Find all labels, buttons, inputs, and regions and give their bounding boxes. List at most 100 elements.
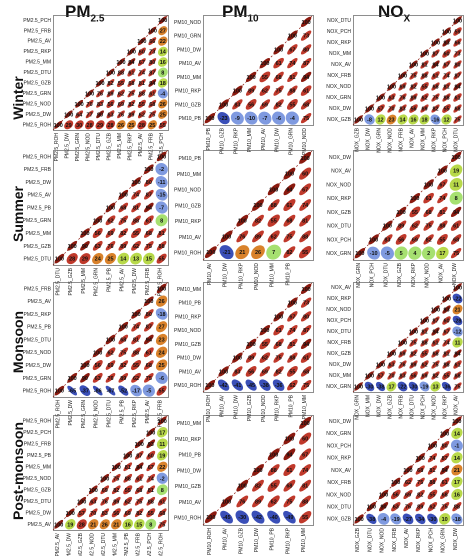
correlation-value: 100 xyxy=(355,251,364,257)
correlation-value: 100 xyxy=(222,234,231,240)
correlation-ellipse xyxy=(144,189,154,200)
correlation-ellipse xyxy=(245,338,257,350)
correlation-ellipse xyxy=(368,234,379,245)
correlation-value: 82 xyxy=(120,231,126,237)
correlation-value: 100 xyxy=(420,319,429,325)
correlation-ellipse xyxy=(157,427,168,438)
correlation-ellipse xyxy=(453,104,462,113)
correlation-value: 100 xyxy=(274,314,283,320)
correlation-ellipse xyxy=(220,230,233,243)
correlation-ellipse xyxy=(105,202,116,213)
correlation-ellipse xyxy=(123,485,133,495)
correlation-value: 66 xyxy=(454,41,460,47)
correlation-value: 60 xyxy=(139,50,145,56)
correlation-value: 57 xyxy=(79,511,85,517)
correlation-value: 75 xyxy=(120,218,126,224)
correlation-ellipse xyxy=(300,99,312,110)
correlation-value: 100 xyxy=(112,465,121,471)
correlation-value: 68 xyxy=(286,219,292,225)
correlation-ellipse xyxy=(423,220,434,231)
y-tick-label: PM10_ROH xyxy=(174,251,201,257)
correlation-value: 88 xyxy=(443,363,449,369)
correlation-value: 100 xyxy=(269,187,278,193)
correlation-ellipse xyxy=(118,241,129,251)
x-tick-label: NOX_MM xyxy=(421,128,427,150)
correlation-ellipse xyxy=(354,382,363,391)
y-tick-label: PM10_GZB xyxy=(175,342,202,348)
correlation-value: 12 xyxy=(443,118,449,124)
correlation-value: 81 xyxy=(133,338,139,344)
row-header-summer: Summer xyxy=(10,185,26,243)
correlation-value: 100 xyxy=(397,210,406,216)
x-tick-label: PM2.5_PB xyxy=(107,267,113,292)
correlation-value: 100 xyxy=(54,522,63,528)
correlation-ellipse xyxy=(146,485,156,495)
correlogram-monsoon-nox: NOX_AV NOX_RKP NOX_NOD NOX_PCH NOX_DTU NOX_FR… xyxy=(326,281,464,420)
correlation-ellipse xyxy=(144,373,154,383)
x-tick-label: PM2.5_MM xyxy=(117,133,123,159)
correlation-ellipse xyxy=(300,71,312,83)
y-tick-label: PM10_RKP xyxy=(175,219,202,225)
correlation-value: 89 xyxy=(120,376,126,382)
correlation-ellipse xyxy=(267,479,280,492)
correlation-ellipse xyxy=(431,60,440,69)
y-tick-label: NOX_DTU xyxy=(327,18,351,24)
correlation-value: 30 xyxy=(76,123,82,129)
correlation-ellipse xyxy=(398,104,407,113)
correlation-ellipse xyxy=(299,214,312,227)
correlogram-summer-nox: NOX_DW NOX_AV NOX_NOD NOX_RKP NOX_GZB NOX_DTU… xyxy=(326,149,464,288)
correlation-value: 63 xyxy=(388,363,394,369)
correlation-ellipse xyxy=(287,297,298,308)
correlation-value: 2 xyxy=(427,251,430,257)
correlation-ellipse xyxy=(442,27,451,36)
y-tick-label: PM10_AV xyxy=(179,61,202,67)
correlation-value: 63 xyxy=(393,505,399,511)
correlation-ellipse xyxy=(452,293,463,304)
correlation-value: 62 xyxy=(262,89,268,95)
x-tick-label: NOX_NOD xyxy=(380,528,386,553)
y-tick-label: PM2.5_GRN xyxy=(23,376,52,382)
correlation-ellipse xyxy=(131,347,141,358)
correlation-value: 94 xyxy=(303,342,310,348)
panel-frame xyxy=(353,150,464,261)
correlation-ellipse xyxy=(442,38,451,47)
correlation-value: 100 xyxy=(219,369,228,375)
correlation-value: 100 xyxy=(106,338,115,344)
correlation-ellipse xyxy=(64,110,73,119)
correlation-ellipse xyxy=(144,202,154,213)
correlation-value: 62 xyxy=(118,91,124,97)
correlation-value: 14 xyxy=(160,50,167,56)
correlation-ellipse xyxy=(452,304,463,315)
x-tick-label: NOX_AV xyxy=(438,262,444,283)
correlation-ellipse xyxy=(436,233,448,245)
correlation-ellipse xyxy=(218,99,229,110)
correlation-value: 81 xyxy=(289,75,295,81)
correlation-value: 100 xyxy=(148,29,157,35)
y-tick-label: PM2.5_ROH xyxy=(23,418,52,424)
correlation-ellipse xyxy=(100,496,110,506)
correlation-value: 94 xyxy=(128,60,135,66)
correlation-value: 100 xyxy=(55,389,64,395)
correlation-ellipse xyxy=(300,44,312,55)
correlation-ellipse xyxy=(451,452,463,464)
correlation-value: 25 xyxy=(149,123,155,129)
correlation-value: 63 xyxy=(95,376,101,382)
y-tick-label: PM10_RKP xyxy=(175,314,202,320)
y-tick-label: PM2.5_FRB xyxy=(24,286,52,292)
correlation-ellipse xyxy=(252,199,264,211)
correlation-ellipse xyxy=(378,502,389,512)
correlation-ellipse xyxy=(155,333,168,346)
correlation-value: 89 xyxy=(128,112,134,118)
correlation-value: -8 xyxy=(367,118,372,124)
correlation-value: 87 xyxy=(303,61,309,67)
y-tick-label: NOX_NOD xyxy=(326,84,351,90)
correlation-value: -23 xyxy=(220,116,228,122)
correlation-ellipse xyxy=(273,99,284,110)
x-tick-label: NOX_NOD xyxy=(425,263,431,288)
correlation-ellipse xyxy=(157,416,167,426)
y-tick-label: PM2.5_PCH xyxy=(23,430,51,436)
correlation-value: 55 xyxy=(133,363,139,369)
correlation-value: -4 xyxy=(290,116,296,122)
correlation-value: -37 xyxy=(81,389,89,395)
correlation-ellipse xyxy=(137,79,146,87)
